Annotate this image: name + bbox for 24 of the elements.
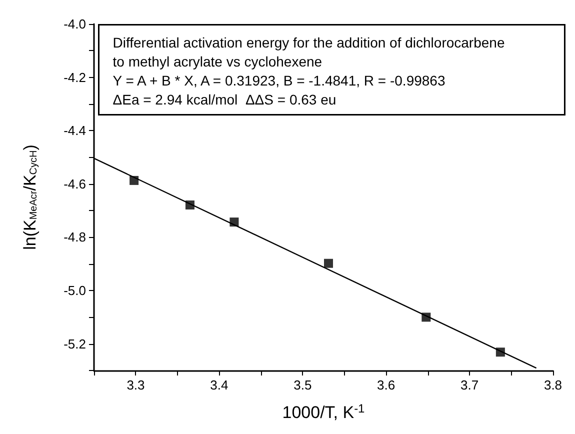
point: [422, 312, 431, 322]
y-tick-label: -4.2: [64, 70, 86, 85]
y-tick-label: -5.2: [64, 336, 86, 352]
x-tick-label: 3.6: [377, 378, 396, 392]
y-tick-label: -4.8: [64, 230, 86, 245]
point: [496, 348, 505, 357]
y-tick-label: -5.0: [64, 283, 86, 298]
point: [185, 200, 194, 210]
y-tick-label: -4.0: [64, 16, 86, 32]
y-tick-label: -4.4: [64, 123, 86, 138]
point: [130, 176, 139, 185]
annotation: Differential activation energy for the addition of dichlorocarbene: [112, 34, 505, 50]
x-tick-label: 3.4: [210, 378, 228, 392]
x-tick-label: 3.7: [460, 378, 479, 392]
annotation: Y = A + B * X, A = 0.31923, B = -1.4841, R = -0.99863: [112, 72, 446, 88]
point: [230, 218, 239, 227]
x-tick-label: 3.3: [126, 378, 145, 392]
annotation: to methyl acrylate vs cyclohexene: [112, 53, 322, 70]
x-tick-label: 3.8: [544, 378, 562, 392]
annotation: ΔEa = 2.94 kcal/mol ΔΔS = 0.63 eu: [112, 91, 336, 108]
y-tick-label: -4.6: [64, 176, 86, 192]
point: [324, 258, 334, 268]
y-axis-title: ln(KMeAcr/KCycH): [20, 144, 40, 250]
x-tick-label: 3.5: [294, 378, 312, 392]
